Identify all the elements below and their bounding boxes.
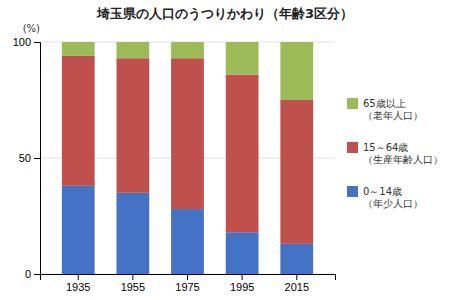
legend: 65歳以上（老年人口） 15～64歳（生産年齢人口） 0～14歳（年少人口） (347, 98, 443, 209)
bar (62, 186, 95, 274)
bar-series (62, 42, 313, 100)
y-axis-line (34, 43, 41, 275)
legend-item: 0～14歳（年少人口） (347, 186, 423, 209)
plot-area: 0 50 100 1935 1955 1975 1995 2015 (13, 36, 336, 293)
title: 埼玉県の人口のうつりかわり（年齢3区分） (96, 6, 353, 21)
bar (171, 58, 204, 209)
y-tick-mark (34, 42, 40, 43)
y-tick-mark (34, 274, 40, 275)
bar (62, 56, 95, 186)
legend-label: 65歳以上（老年人口） (363, 98, 423, 121)
legend-item: 65歳以上（老年人口） (347, 98, 423, 121)
bar-series (62, 56, 313, 244)
x-tick-label: 1935 (66, 281, 90, 293)
x-tick: 1975 (175, 274, 199, 293)
bar (226, 42, 259, 74)
x-tick-mark (187, 274, 188, 280)
bar (116, 58, 149, 193)
bar (62, 42, 95, 56)
bar (280, 244, 313, 274)
x-axis-line (41, 275, 336, 281)
x-tick-label: 1995 (230, 281, 254, 293)
bar (116, 193, 149, 274)
bar (116, 42, 149, 58)
y-tick-label: 100 (13, 36, 31, 48)
y-tick: 0 (25, 268, 40, 280)
x-tick-mark (132, 274, 133, 280)
bar (171, 209, 204, 274)
chart: 0 50 100 1935 1955 1975 1995 2015 (%) 埼玉県の人口のうつりか… (0, 0, 450, 300)
y-tick: 50 (19, 152, 40, 164)
x-tick-label: 1955 (121, 281, 145, 293)
legend-swatch (347, 98, 358, 109)
legend-item: 15～64歳（生産年齢人口） (347, 142, 443, 165)
y-tick: 100 (13, 36, 40, 48)
x-tick: 1935 (66, 274, 90, 293)
bars (62, 42, 313, 274)
x-tick-label: 1975 (175, 281, 199, 293)
x-axis: 1935 1955 1975 1995 2015 (41, 274, 336, 293)
legend-label: 0～14歳（年少人口） (363, 186, 423, 209)
x-tick-mark (242, 274, 243, 280)
bar (226, 74, 259, 232)
x-tick: 2015 (285, 274, 309, 293)
bar (280, 42, 313, 100)
y-tick-label: 0 (25, 268, 31, 280)
x-tick: 1955 (121, 274, 145, 293)
bar (171, 42, 204, 58)
y-tick-mark (34, 158, 40, 159)
bar (226, 232, 259, 274)
x-tick: 1995 (230, 274, 254, 293)
y-axis-label: (%) (23, 23, 40, 34)
legend-label: 15～64歳（生産年齢人口） (363, 142, 443, 165)
legend-swatch (347, 142, 358, 153)
legend-swatch (347, 186, 358, 197)
grid (40, 42, 335, 274)
y-tick-label: 50 (19, 152, 31, 164)
x-tick-mark (78, 274, 79, 280)
x-tick-label: 2015 (285, 281, 309, 293)
y-axis: 0 50 100 (13, 36, 41, 280)
x-tick-mark (296, 274, 297, 280)
bar (280, 100, 313, 244)
